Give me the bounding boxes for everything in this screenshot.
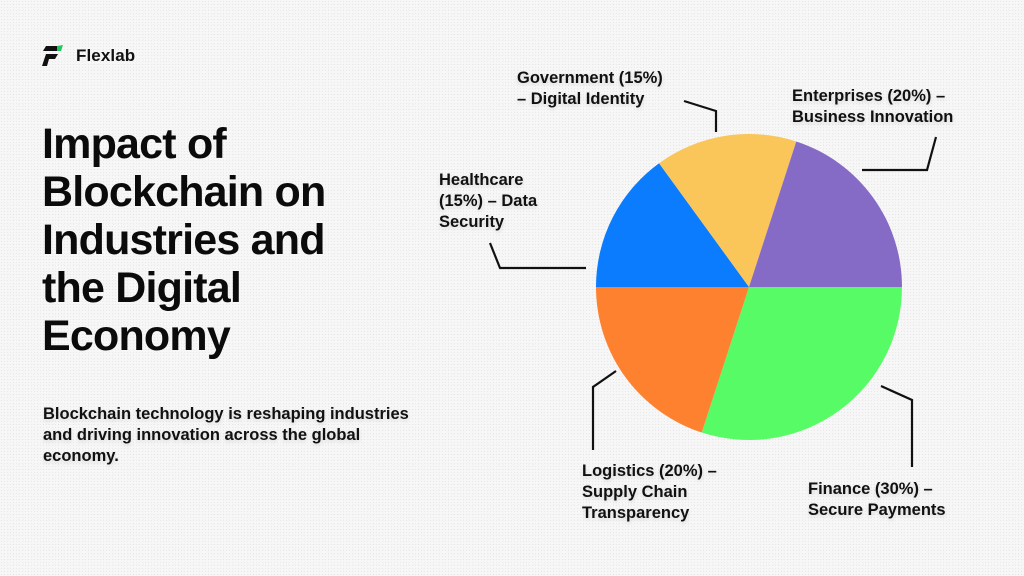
leader-line-healthcare xyxy=(488,242,586,270)
label-finance: Finance (30%) – Secure Payments xyxy=(808,480,946,519)
pie-slice-enterprises xyxy=(749,141,902,287)
title-line: Impact of xyxy=(42,120,227,168)
leader-line-logistics xyxy=(591,370,617,450)
page-subtitle: Blockchain technology is reshaping indus… xyxy=(43,405,409,465)
label-government: Government (15%) – Digital Identity xyxy=(517,69,663,108)
leader-lines xyxy=(488,99,938,467)
brand-logo: Flexlab xyxy=(42,44,135,68)
title-line: Blockchain on xyxy=(42,168,326,216)
pie-slice-government xyxy=(659,134,797,287)
leader-line-enterprises xyxy=(862,136,938,172)
flexlab-logo-icon xyxy=(42,45,63,66)
page-title: Impact of Blockchain on Industries and t… xyxy=(42,120,402,360)
title-line: Economy xyxy=(42,312,231,360)
label-enterprises: Enterprises (20%) – Business Innovation xyxy=(792,87,954,126)
pie-slices xyxy=(595,134,902,440)
title-line: Industries and xyxy=(42,216,325,264)
pie-slice-finance xyxy=(701,287,902,440)
leader-line-government xyxy=(683,99,718,132)
brand-name: Flexlab xyxy=(76,46,136,65)
pie-slice-logistics xyxy=(596,287,749,433)
label-healthcare: Healthcare (15%) – Data Security xyxy=(439,171,538,231)
title-line: the Digital xyxy=(42,264,242,312)
leader-line-finance xyxy=(880,384,914,467)
pie-slice-healthcare xyxy=(595,163,749,287)
label-logistics: Logistics (20%) – Supply Chain Transpare… xyxy=(582,462,717,522)
